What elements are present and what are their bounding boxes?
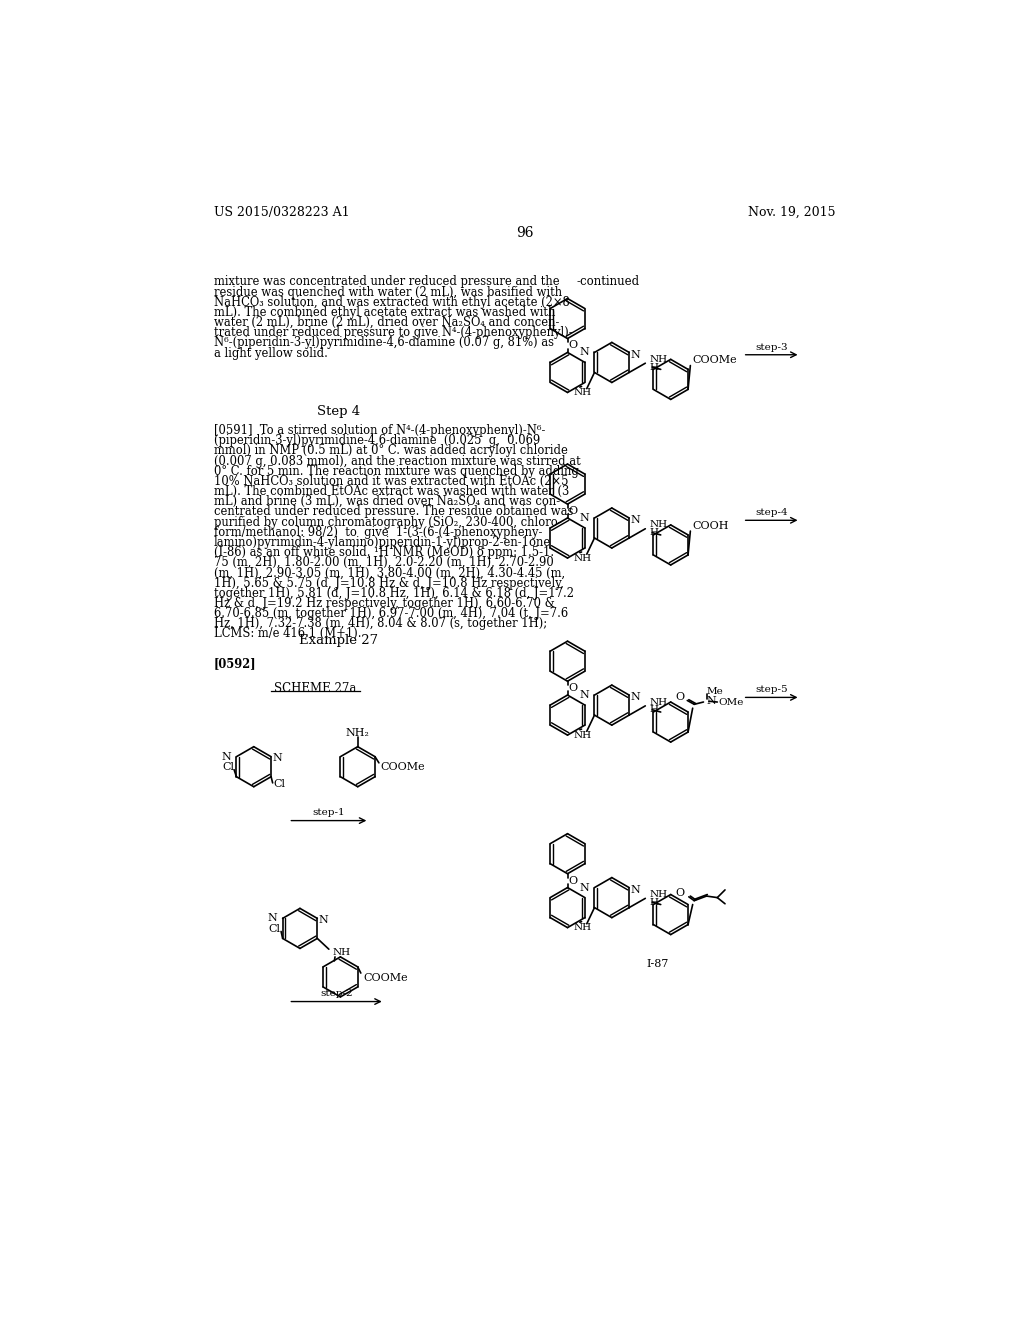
Text: lamino)pyrimidin-4-ylamino)piperidin-1-yl)prop-2-en-1one: lamino)pyrimidin-4-ylamino)piperidin-1-y…: [214, 536, 551, 549]
Text: trated under reduced pressure to give N⁴-(4-phenoxyphenyl)-: trated under reduced pressure to give N⁴…: [214, 326, 572, 339]
Text: NH: NH: [649, 355, 668, 364]
Text: [0591]  To a stirred solution of N⁴-(4-phenoxyphenyl)-N⁶-: [0591] To a stirred solution of N⁴-(4-ph…: [214, 424, 545, 437]
Text: mL). The combined EtOAc extract was washed with water (3: mL). The combined EtOAc extract was wash…: [214, 484, 569, 498]
Text: mixture was concentrated under reduced pressure and the: mixture was concentrated under reduced p…: [214, 276, 559, 289]
Text: 6.70-6.85 (m, together 1H), 6.97-7.00 (m, 4H), 7.04 (t, J=7.6: 6.70-6.85 (m, together 1H), 6.97-7.00 (m…: [214, 607, 568, 620]
Text: (I-86) as an off white solid. ¹H NMR (MeOD) δ ppm: 1.5-1.: (I-86) as an off white solid. ¹H NMR (Me…: [214, 546, 554, 558]
Text: step-2: step-2: [321, 990, 353, 998]
Text: (piperidin-3-yl)pyrimidine-4,6-diamine  (0.025  g,  0.069: (piperidin-3-yl)pyrimidine-4,6-diamine (…: [214, 434, 540, 447]
Text: O: O: [568, 506, 578, 516]
Text: N: N: [580, 347, 589, 358]
Text: Nov. 19, 2015: Nov. 19, 2015: [749, 206, 836, 219]
Text: step-1: step-1: [312, 808, 345, 817]
Text: NaHCO₃ solution, and was extracted with ethyl acetate (2×8: NaHCO₃ solution, and was extracted with …: [214, 296, 569, 309]
Text: N: N: [631, 693, 640, 702]
Text: residue was quenched with water (2 mL), was basified with: residue was quenched with water (2 mL), …: [214, 285, 562, 298]
Text: NH: NH: [573, 730, 592, 739]
Text: 0° C. for 5 min. The reaction mixture was quenched by adding: 0° C. for 5 min. The reaction mixture wa…: [214, 465, 579, 478]
Text: mL) and brine (3 mL), was dried over Na₂SO₄ and was con-: mL) and brine (3 mL), was dried over Na₂…: [214, 495, 560, 508]
Text: a light yellow solid.: a light yellow solid.: [214, 347, 328, 359]
Text: Cl: Cl: [273, 779, 286, 789]
Text: NH: NH: [649, 890, 668, 899]
Text: N: N: [267, 913, 278, 924]
Text: NH: NH: [649, 520, 668, 529]
Text: N: N: [272, 754, 283, 763]
Text: N⁶-(piperidin-3-yl)pyrimidine-4,6-diamine (0.07 g, 81%) as: N⁶-(piperidin-3-yl)pyrimidine-4,6-diamin…: [214, 337, 554, 350]
Text: N: N: [580, 513, 589, 523]
Text: COOMe: COOMe: [364, 973, 408, 982]
Text: -continued: -continued: [577, 276, 640, 289]
Text: N: N: [631, 515, 640, 525]
Text: step-5: step-5: [756, 685, 787, 694]
Text: N: N: [707, 696, 716, 706]
Text: form/methanol: 98/2)  to  give  1-(3-(6-(4-phenoxypheny-: form/methanol: 98/2) to give 1-(3-(6-(4-…: [214, 525, 542, 539]
Text: COOH: COOH: [692, 520, 728, 531]
Text: Cl: Cl: [222, 763, 234, 772]
Text: (m, 1H), 2.90-3.05 (m, 1H), 3.80-4.00 (m, 2H), 4.30-4.45 (m,: (m, 1H), 2.90-3.05 (m, 1H), 3.80-4.00 (m…: [214, 566, 565, 579]
Text: mmol) in NMP (0.5 mL) at 0° C. was added acryloyl chloride: mmol) in NMP (0.5 mL) at 0° C. was added…: [214, 445, 567, 457]
Text: O: O: [675, 693, 684, 702]
Text: together 1H), 5.81 (d, J=10.8 Hz, 1H), 6.14 & 6.18 (d, J=17.2: together 1H), 5.81 (d, J=10.8 Hz, 1H), 6…: [214, 586, 573, 599]
Text: Step 4: Step 4: [316, 405, 360, 418]
Text: N: N: [631, 350, 640, 360]
Text: centrated under reduced pressure. The residue obtained was: centrated under reduced pressure. The re…: [214, 506, 573, 519]
Text: N: N: [221, 751, 231, 762]
Text: 75 (m, 2H), 1.80-2.00 (m, 1H), 2.0-2.20 (m, 1H), 2.70-2.90: 75 (m, 2H), 1.80-2.00 (m, 1H), 2.0-2.20 …: [214, 556, 553, 569]
Text: 96: 96: [516, 226, 534, 240]
Text: O: O: [568, 341, 578, 351]
Text: NH: NH: [573, 388, 592, 397]
Text: O: O: [568, 875, 578, 886]
Text: Me: Me: [707, 686, 723, 696]
Text: 1H), 5.65 & 5.75 (d, J=10.8 Hz & d, J=10.8 Hz respectively,: 1H), 5.65 & 5.75 (d, J=10.8 Hz & d, J=10…: [214, 577, 563, 590]
Text: NH: NH: [333, 948, 351, 957]
Text: 10% NaHCO₃ solution and it was extracted with EtOAc (2×5: 10% NaHCO₃ solution and it was extracted…: [214, 475, 568, 488]
Text: OMe: OMe: [719, 698, 744, 708]
Text: purified by column chromatography (SiO₂, 230-400, chloro-: purified by column chromatography (SiO₂,…: [214, 516, 561, 528]
Text: Example 27: Example 27: [299, 635, 378, 647]
Text: H: H: [649, 528, 658, 537]
Text: water (2 mL), brine (2 mL), dried over Na₂SO₄ and concen-: water (2 mL), brine (2 mL), dried over N…: [214, 315, 559, 329]
Text: LCMS: m/e 416.1 (M+1).: LCMS: m/e 416.1 (M+1).: [214, 627, 361, 640]
Text: SCHEME 27a: SCHEME 27a: [274, 682, 356, 696]
Text: step-4: step-4: [756, 508, 787, 517]
Text: I-87: I-87: [647, 960, 670, 969]
Text: Hz, 1H), 7.32-7.38 (m, 4H), 8.04 & 8.07 (s, together 1H);: Hz, 1H), 7.32-7.38 (m, 4H), 8.04 & 8.07 …: [214, 618, 547, 630]
Text: [0592]: [0592]: [214, 657, 256, 671]
Text: H: H: [649, 898, 658, 907]
Text: US 2015/0328223 A1: US 2015/0328223 A1: [214, 206, 349, 219]
Text: step-3: step-3: [756, 343, 787, 351]
Text: N: N: [580, 690, 589, 700]
Text: NH₂: NH₂: [346, 727, 370, 738]
Text: N: N: [318, 915, 329, 925]
Text: N: N: [631, 884, 640, 895]
Text: H: H: [649, 705, 658, 714]
Text: COOMe: COOMe: [692, 355, 736, 366]
Text: O: O: [676, 888, 685, 898]
Text: mL). The combined ethyl acetate extract was washed with: mL). The combined ethyl acetate extract …: [214, 306, 555, 319]
Text: (0.007 g, 0.083 mmol), and the reaction mixture was stirred at: (0.007 g, 0.083 mmol), and the reaction …: [214, 454, 581, 467]
Text: NH: NH: [573, 553, 592, 562]
Text: H: H: [649, 363, 658, 371]
Text: NH: NH: [649, 697, 668, 706]
Text: Cl: Cl: [268, 924, 281, 935]
Text: O: O: [568, 684, 578, 693]
Text: COOMe: COOMe: [381, 763, 425, 772]
Text: NH: NH: [573, 923, 592, 932]
Text: Hz & d, J=19.2 Hz respectively, together 1H), 6.60-6.70 &: Hz & d, J=19.2 Hz respectively, together…: [214, 597, 555, 610]
Text: N: N: [580, 883, 589, 892]
